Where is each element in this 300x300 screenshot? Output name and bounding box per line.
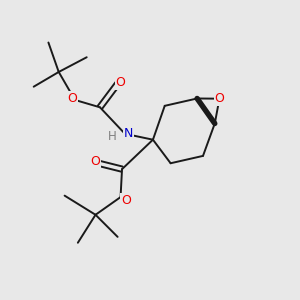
Text: N: N: [124, 127, 133, 140]
Text: O: O: [67, 92, 77, 105]
Text: O: O: [116, 76, 125, 89]
Text: O: O: [91, 155, 100, 168]
Text: H: H: [108, 130, 117, 143]
Text: O: O: [214, 92, 224, 105]
Text: O: O: [121, 194, 131, 207]
